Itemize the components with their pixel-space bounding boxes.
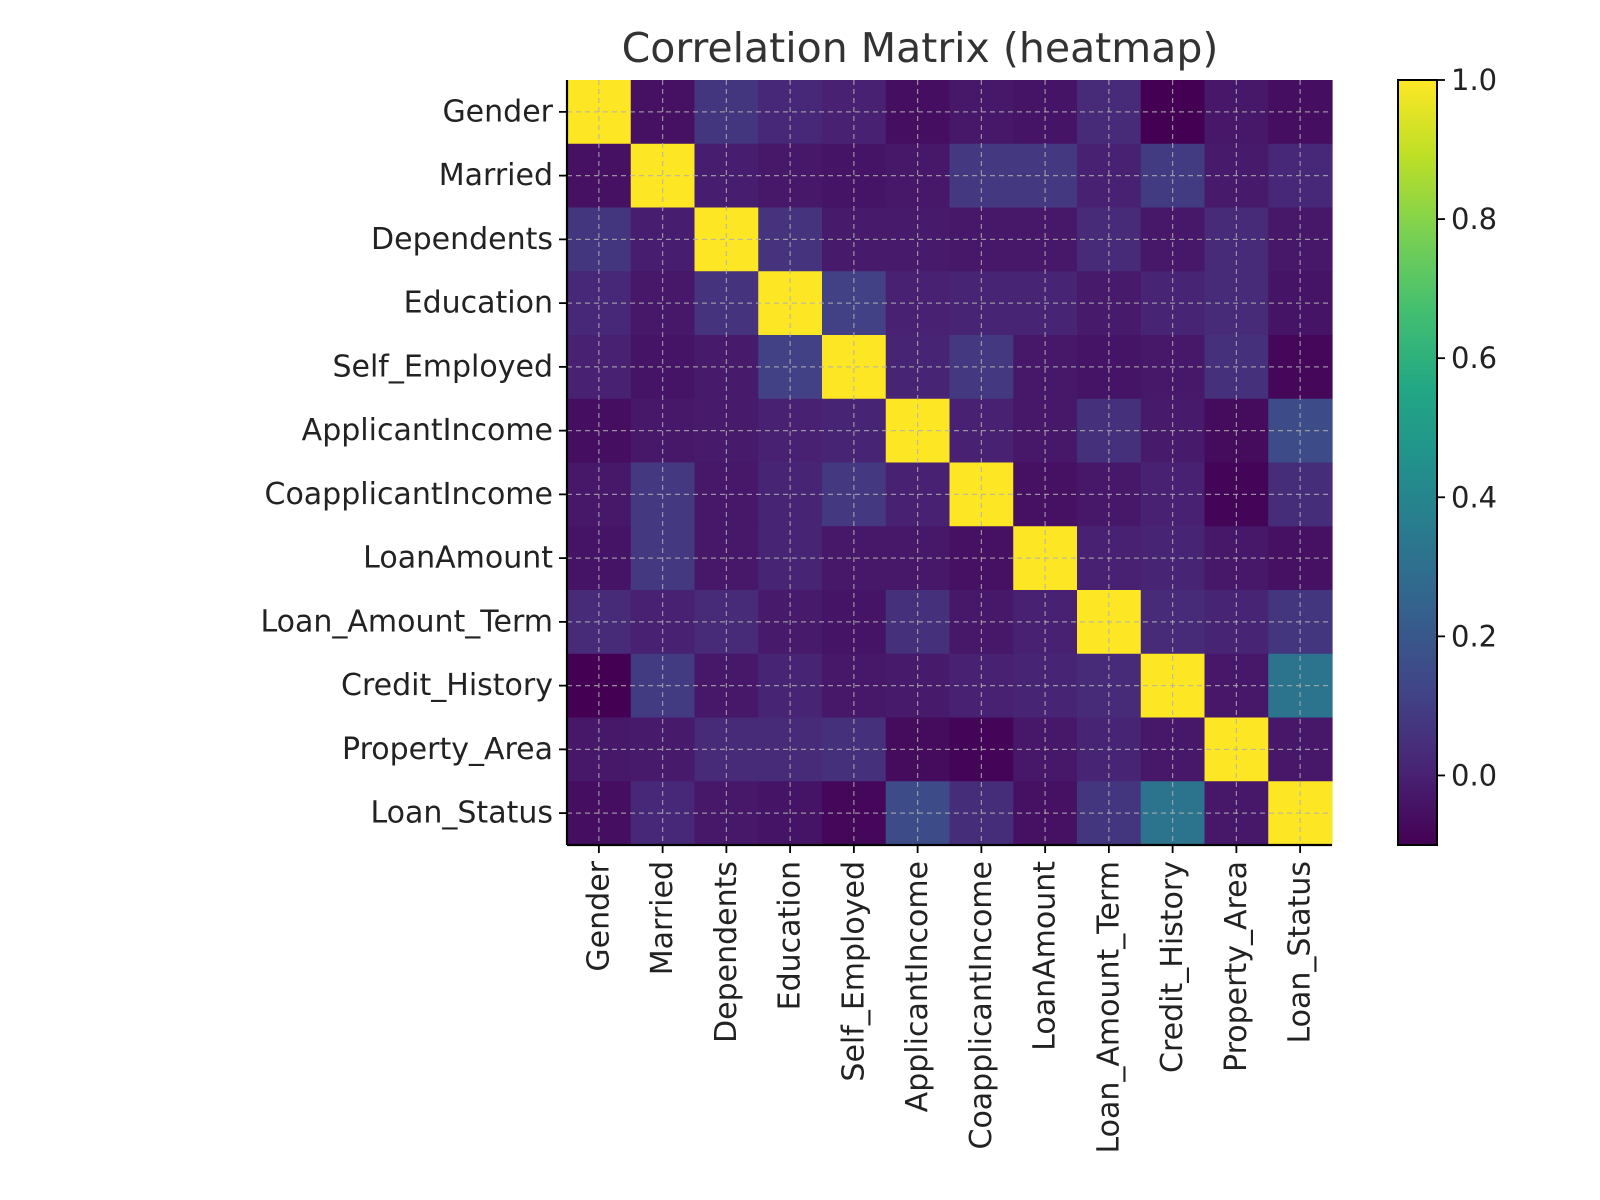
heatmap-gridlines [567,80,1332,845]
y-tick-label: ApplicantIncome [302,413,553,448]
chart-title: Correlation Matrix (heatmap) [622,24,1219,72]
y-tick-label: Gender [442,94,553,129]
x-tick-label: CoapplicantIncome [964,861,999,1150]
plot-frame [565,80,1332,847]
x-tick-label: Dependents [709,861,744,1043]
y-tick-label: Dependents [371,222,553,257]
colorbar-tick-label: 1.0 [1451,63,1497,97]
colorbar-tick-label: 0.8 [1451,202,1497,236]
colorbar-tick-label: 0.2 [1451,619,1497,653]
x-tick-label: Married [645,861,680,975]
y-tick-label: Married [439,158,553,193]
x-tick-label: LoanAmount [1028,861,1063,1051]
x-tick-label: ApplicantIncome [900,861,935,1112]
x-tick-label: Property_Area [1219,861,1254,1072]
x-tick-label: Credit_History [1155,861,1190,1073]
y-tick-label: LoanAmount [363,541,553,576]
heatmap-cells [567,80,1333,846]
x-tick-label: Loan_Amount_Term [1091,861,1126,1154]
colorbar: 0.0 0.2 0.4 0.6 0.8 1.0 [1397,63,1497,846]
y-tick-label: Loan_Amount_Term [260,604,553,639]
colorbar-tick-label: 0.6 [1451,341,1497,375]
colorbar-bar [1397,79,1438,846]
y-tick-label: Education [404,286,553,321]
colorbar-tick-label: 0.0 [1451,758,1497,792]
x-tick-label: Education [773,861,808,1010]
y-tick-label: Credit_History [341,668,553,703]
x-tick-label: Gender [581,860,616,971]
y-tick-label: CoapplicantIncome [265,477,554,512]
x-axis-tick-labels: Gender Married Dependents Education Self_Emp… [581,845,1318,1154]
y-tick-label: Property_Area [342,732,553,767]
y-axis-tick-labels: Gender Married Dependents Education Self_Emp… [260,94,567,831]
y-tick-label: Self_Employed [332,349,553,384]
x-tick-label: Self_Employed [836,861,871,1082]
x-tick-label: Loan_Status [1283,861,1318,1044]
y-tick-label: Loan_Status [370,796,553,831]
colorbar-tick-label: 0.4 [1451,480,1497,514]
